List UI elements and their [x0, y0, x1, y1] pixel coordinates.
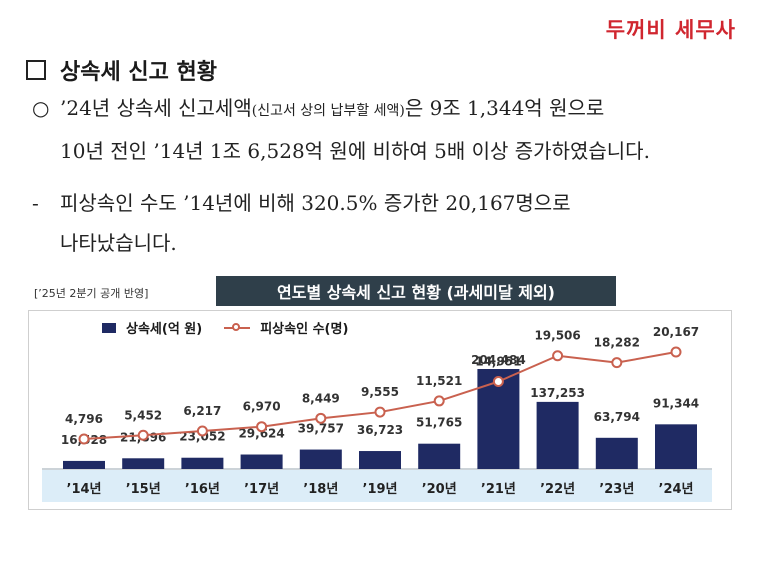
- line-value-label: 4,796: [65, 412, 103, 426]
- line-value-label: 11,521: [416, 374, 462, 388]
- paragraph-1-line-1: ’24년 상속세 신고세액(신고서 상의 납부할 세액)은 9조 1,344억 …: [60, 88, 650, 131]
- text-small-segment: (신고서 상의 납부할 세액): [251, 103, 405, 119]
- brand-logo: 두꺼비 세무사: [605, 18, 736, 42]
- x-axis-band: [42, 470, 712, 502]
- bar: [595, 437, 638, 469]
- bar: [122, 458, 165, 469]
- line-value-label: 8,449: [302, 391, 340, 405]
- text-segment: ’24년 상속세 신고세액: [60, 96, 252, 120]
- x-tick-label: ’16년: [185, 482, 220, 497]
- line-value-label: 5,452: [124, 408, 162, 422]
- line-point: [78, 433, 90, 445]
- bar-value-label: 23,052: [179, 430, 225, 444]
- bar: [240, 454, 283, 469]
- x-tick-label: ’19년: [363, 482, 398, 497]
- bar-value-label: 36,723: [357, 423, 403, 437]
- bar-value-label: 51,765: [416, 416, 462, 430]
- dash-bullet: -: [32, 191, 39, 215]
- text-segment: 은 9조 1,344억 원으로: [404, 96, 605, 120]
- bar-value-label: 137,253: [530, 386, 585, 400]
- line-point: [670, 346, 682, 358]
- paragraph-2: - 피상속인 수도 ’14년에 비해 320.5% 증가한 20,167명으로 …: [32, 183, 571, 263]
- bar-value-label: 204,484: [471, 353, 526, 367]
- line-point: [374, 406, 386, 418]
- line-value-label: 19,506: [534, 329, 580, 343]
- line-point: [552, 350, 564, 362]
- bar: [359, 451, 401, 469]
- circle-bullet: ○: [32, 96, 50, 120]
- checkbox-square-icon: [26, 60, 46, 80]
- bar: [418, 443, 461, 469]
- section-heading: 상속세 신고 현황: [26, 54, 217, 86]
- bar: [536, 401, 579, 469]
- chart-legend: 상속세(억 원) 피상속인 수(명): [102, 318, 348, 337]
- chart-title: 연도별 상속세 신고 현황 (과세미달 제외): [216, 276, 616, 306]
- x-tick-label: ’24년: [659, 482, 694, 497]
- x-tick-label: ’14년: [67, 482, 102, 497]
- line-value-label: 9,555: [361, 385, 399, 399]
- paragraph-1: ○ ’24년 상속세 신고세액(신고서 상의 납부할 세액)은 9조 1,344…: [32, 88, 650, 171]
- bar-value-label: 91,344: [653, 396, 699, 410]
- legend-label-bar: 상속세(억 원): [126, 322, 203, 337]
- heading-text: 상속세 신고 현황: [60, 60, 217, 85]
- line-value-label: 6,217: [183, 404, 221, 418]
- line-point: [315, 412, 327, 424]
- line-point: [137, 429, 149, 441]
- paragraph-1-line-2: 10년 전인 ’14년 1조 6,528억 원에 비하여 5배 이상 증가하였습…: [60, 139, 650, 163]
- paragraph-2-line-1: 피상속인 수도 ’14년에 비해 320.5% 증가한 20,167명으로: [60, 191, 571, 215]
- chart-note: [’25년 2분기 공개 반영]: [34, 287, 149, 300]
- line-value-label: 18,282: [594, 336, 640, 350]
- line-value-label: 20,167: [653, 325, 699, 339]
- legend-line-swatch: [224, 322, 251, 334]
- x-tick-label: ’20년: [422, 482, 457, 497]
- line-point: [256, 421, 268, 433]
- line-point: [611, 357, 623, 369]
- bar-value-label: 29,624: [238, 427, 284, 441]
- paragraph-2-line-2: 나타났습니다.: [60, 231, 177, 255]
- legend-bar-swatch: [102, 322, 116, 333]
- line-value-label: 6,970: [243, 400, 281, 414]
- bar-value-label: 39,757: [298, 422, 344, 436]
- bar: [299, 449, 342, 469]
- x-tick-label: ’18년: [303, 482, 338, 497]
- x-tick-label: ’22년: [540, 482, 575, 497]
- line-value-label: 14,951: [475, 355, 521, 369]
- x-tick-label: ’23년: [599, 482, 634, 497]
- bar: [181, 457, 224, 469]
- bar-value-label: 63,794: [594, 410, 640, 424]
- line-point: [433, 395, 445, 407]
- line-point: [196, 425, 208, 437]
- legend-label-line: 피상속인 수(명): [260, 322, 349, 337]
- x-tick-label: ’15년: [126, 482, 161, 497]
- x-tick-label: ’21년: [481, 482, 516, 497]
- bar: [655, 424, 697, 469]
- x-tick-label: ’17년: [244, 482, 279, 497]
- bar: [63, 460, 105, 469]
- line-point: [492, 376, 504, 388]
